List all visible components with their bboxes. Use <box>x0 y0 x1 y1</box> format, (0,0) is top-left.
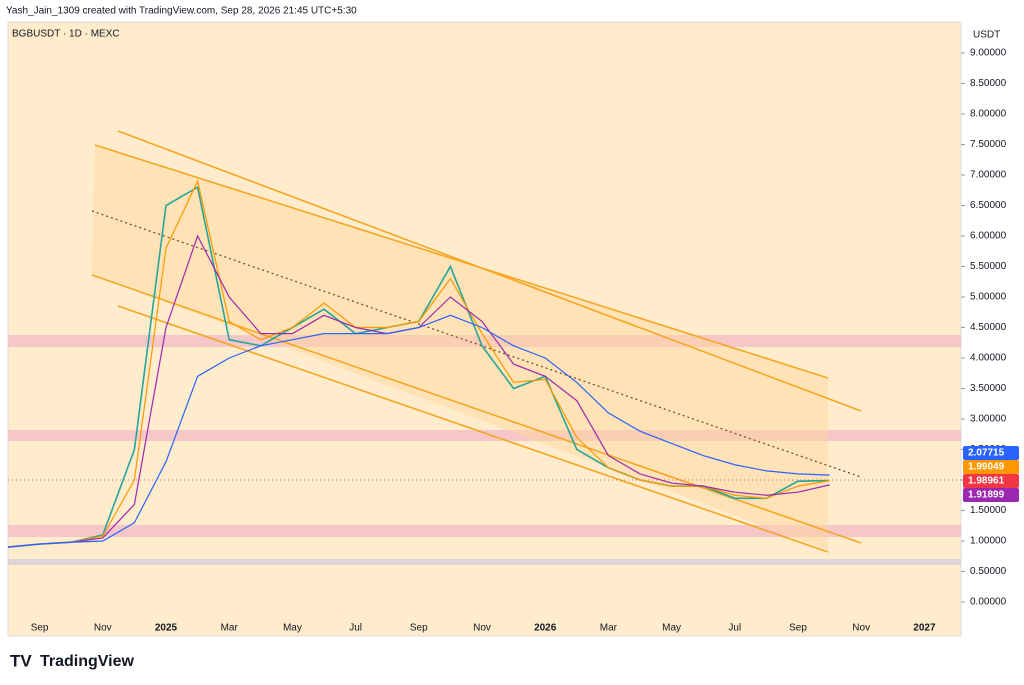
y-tick-label: 7.50000 <box>970 139 1007 150</box>
x-tick-label: 2026 <box>534 623 557 634</box>
y-tick-label: 1.50000 <box>970 505 1007 516</box>
x-tick-label: May <box>662 623 681 634</box>
currency: USDT <box>973 30 1000 41</box>
support-zone <box>8 525 961 537</box>
y-tick-label: 9.00000 <box>970 48 1007 59</box>
y-tick-label: 3.50000 <box>970 383 1007 394</box>
x-tick-label: Jul <box>728 623 741 634</box>
brand-logo: TV <box>10 651 32 670</box>
y-tick-label: 5.50000 <box>970 261 1007 272</box>
channel-line <box>117 305 829 553</box>
resistance-zone <box>8 430 961 441</box>
price-label-box <box>963 446 1019 460</box>
y-tick-label: 0.50000 <box>970 566 1007 577</box>
brand: TradingView <box>40 653 135 670</box>
y-tick-label: 6.50000 <box>970 200 1007 211</box>
x-tick-label: Sep <box>410 623 428 634</box>
x-tick-label: 2027 <box>913 623 936 634</box>
y-tick-label: 3.00000 <box>970 414 1007 425</box>
support-zone <box>8 559 961 565</box>
price-label-box <box>963 460 1019 474</box>
x-tick-label: Nov <box>852 623 870 634</box>
x-tick-label: Nov <box>94 623 112 634</box>
x-tick-label: Sep <box>789 623 807 634</box>
y-tick-label: 0.00000 <box>970 597 1007 608</box>
y-tick-label: 4.50000 <box>970 322 1007 333</box>
x-tick-label: 2025 <box>155 623 178 634</box>
y-tick-label: 4.00000 <box>970 353 1007 364</box>
series-line <box>7 179 830 548</box>
x-tick-label: May <box>283 623 302 634</box>
price-label-box <box>963 474 1019 488</box>
symbol-title: BGBUSDT · 1D · MEXC <box>12 29 120 40</box>
x-tick-label: Sep <box>31 623 49 634</box>
y-tick-label: 6.00000 <box>970 231 1007 242</box>
price-label: 1.91899 <box>968 490 1005 501</box>
series-line <box>7 314 830 548</box>
price-label-box <box>963 488 1019 502</box>
y-tick-label: 8.00000 <box>970 109 1007 120</box>
price-label: 1.99049 <box>968 462 1005 473</box>
y-tick-label: 1.00000 <box>970 536 1007 547</box>
channel-line <box>94 144 829 379</box>
y-tick-label: 5.00000 <box>970 292 1007 303</box>
price-label: 2.07715 <box>968 448 1005 459</box>
x-tick-label: Nov <box>473 623 491 634</box>
channel-fill <box>92 145 828 550</box>
x-tick-label: Mar <box>221 623 239 634</box>
x-tick-label: Mar <box>600 623 618 634</box>
price-label: 1.98961 <box>968 476 1005 487</box>
x-tick-label: Jul <box>349 623 362 634</box>
y-tick-label: 8.50000 <box>970 78 1007 89</box>
header: Yash_Jain_1309 created with TradingView.… <box>6 6 357 17</box>
midline <box>91 210 862 478</box>
y-tick-label: 7.00000 <box>970 170 1007 181</box>
